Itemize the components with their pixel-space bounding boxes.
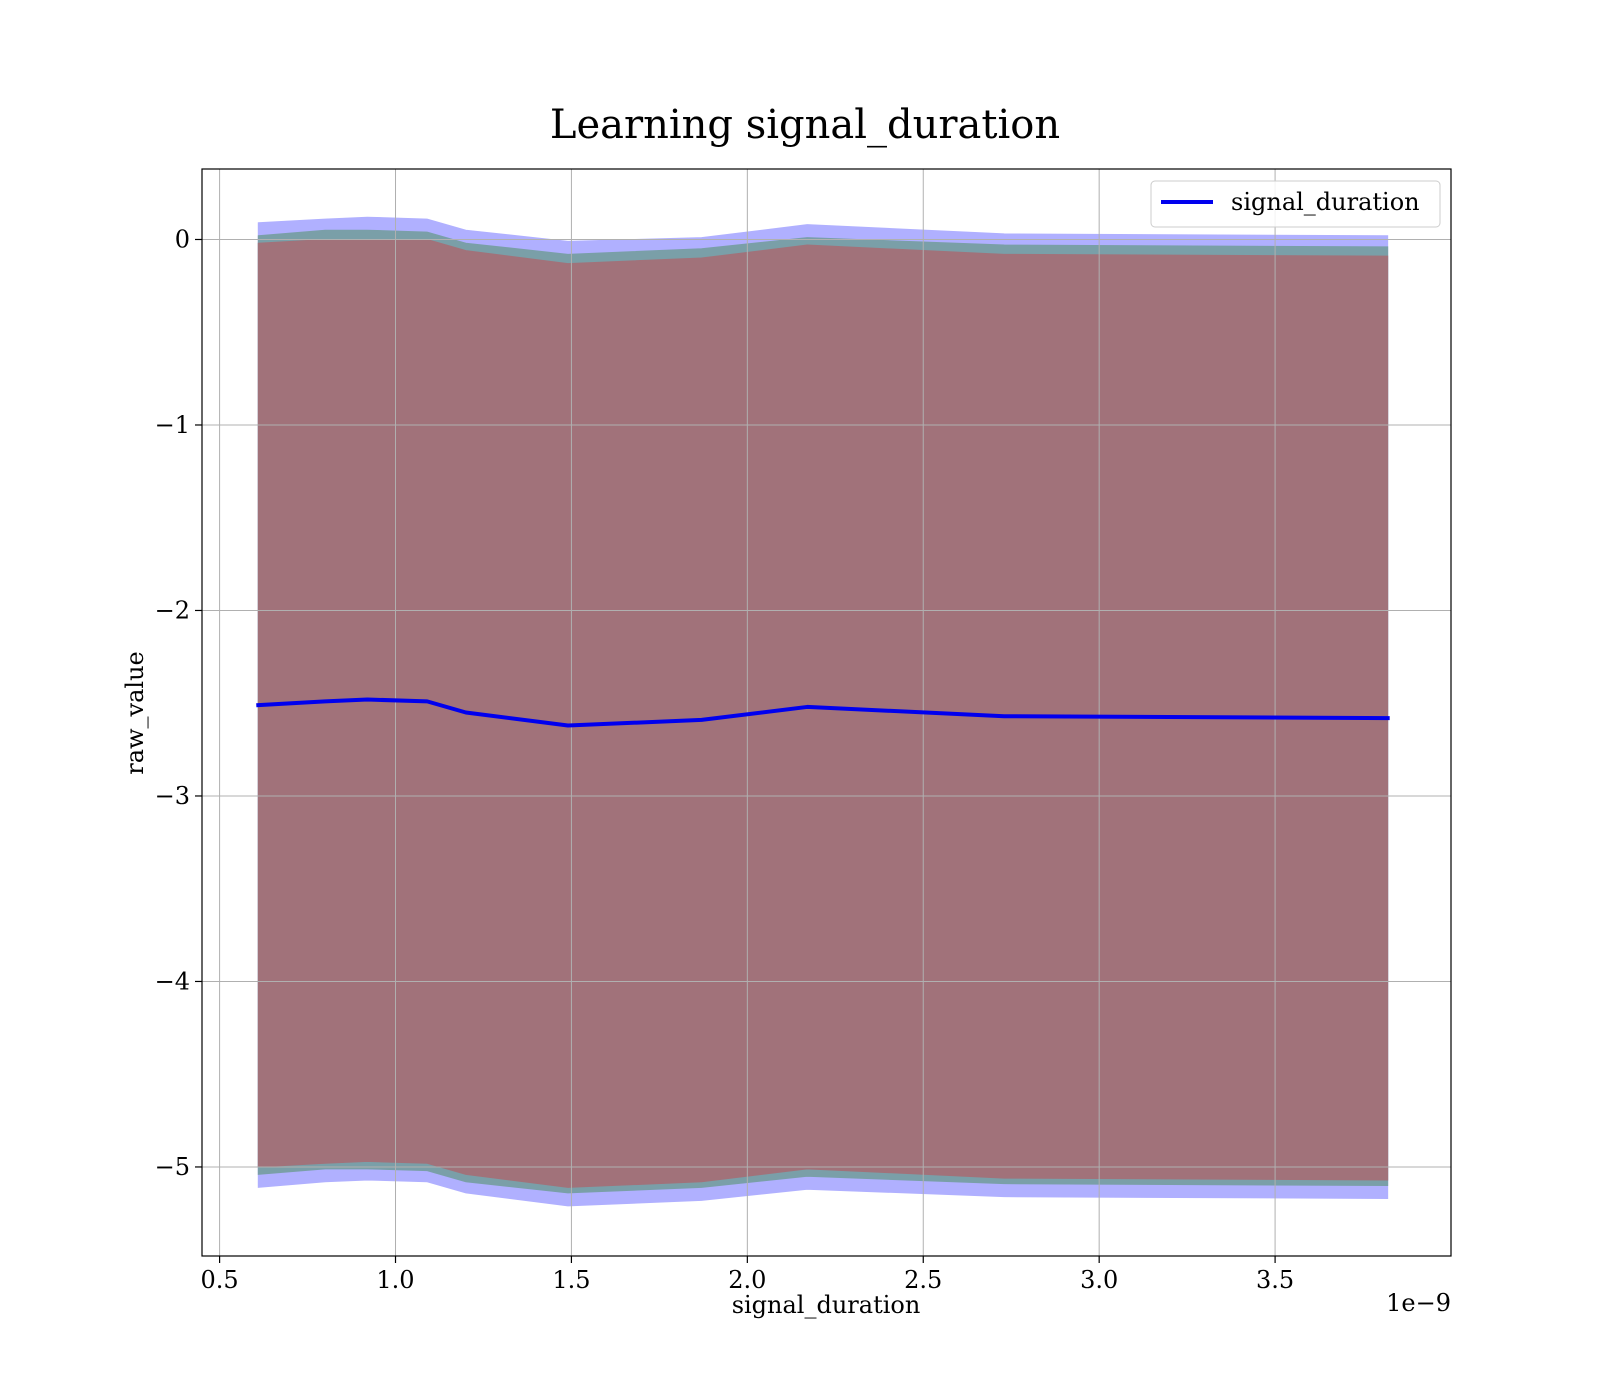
x-tick-label: 3.0	[1080, 1266, 1118, 1294]
x-tick-label: 3.5	[1256, 1266, 1294, 1294]
y-tick-label: −1	[155, 411, 190, 439]
legend-box	[1150, 180, 1441, 228]
y-axis-label: raw_value	[121, 651, 149, 775]
x-axis-ticks: 0.5 1.0 1.5 2.0 2.5 3.0 3.5	[201, 1256, 1294, 1294]
y-tick-label: 0	[175, 225, 190, 253]
x-tick-label: 2.5	[904, 1266, 942, 1294]
x-tick-label: 1.5	[552, 1266, 590, 1294]
x-tick-label: 1.0	[376, 1266, 414, 1294]
x-axis-offset-label: 1e−9	[1386, 1289, 1451, 1317]
y-tick-label: −5	[155, 1153, 190, 1181]
confidence-bands	[257, 216, 1389, 1207]
series-line-signal-duration	[256, 697, 1390, 728]
x-axis-label: signal_duration	[732, 1291, 921, 1319]
chart-title: Learning signal_duration	[550, 102, 1060, 148]
legend-label-signal-duration: signal_duration	[1231, 188, 1420, 216]
confidence-band-3	[257, 238, 1389, 1188]
x-tick-label: 0.5	[201, 1266, 239, 1294]
y-axis-ticks: 0 −1 −2 −3 −4 −5	[155, 225, 202, 1181]
legend: signal_duration	[1150, 180, 1441, 228]
series-lines	[256, 697, 1390, 728]
grid-lines	[202, 169, 1451, 1256]
plot-frame	[201, 168, 1452, 1257]
y-tick-label: −4	[155, 967, 190, 995]
y-tick-label: −2	[155, 596, 190, 624]
y-tick-label: −3	[155, 782, 190, 810]
x-tick-label: 2.0	[728, 1266, 766, 1294]
